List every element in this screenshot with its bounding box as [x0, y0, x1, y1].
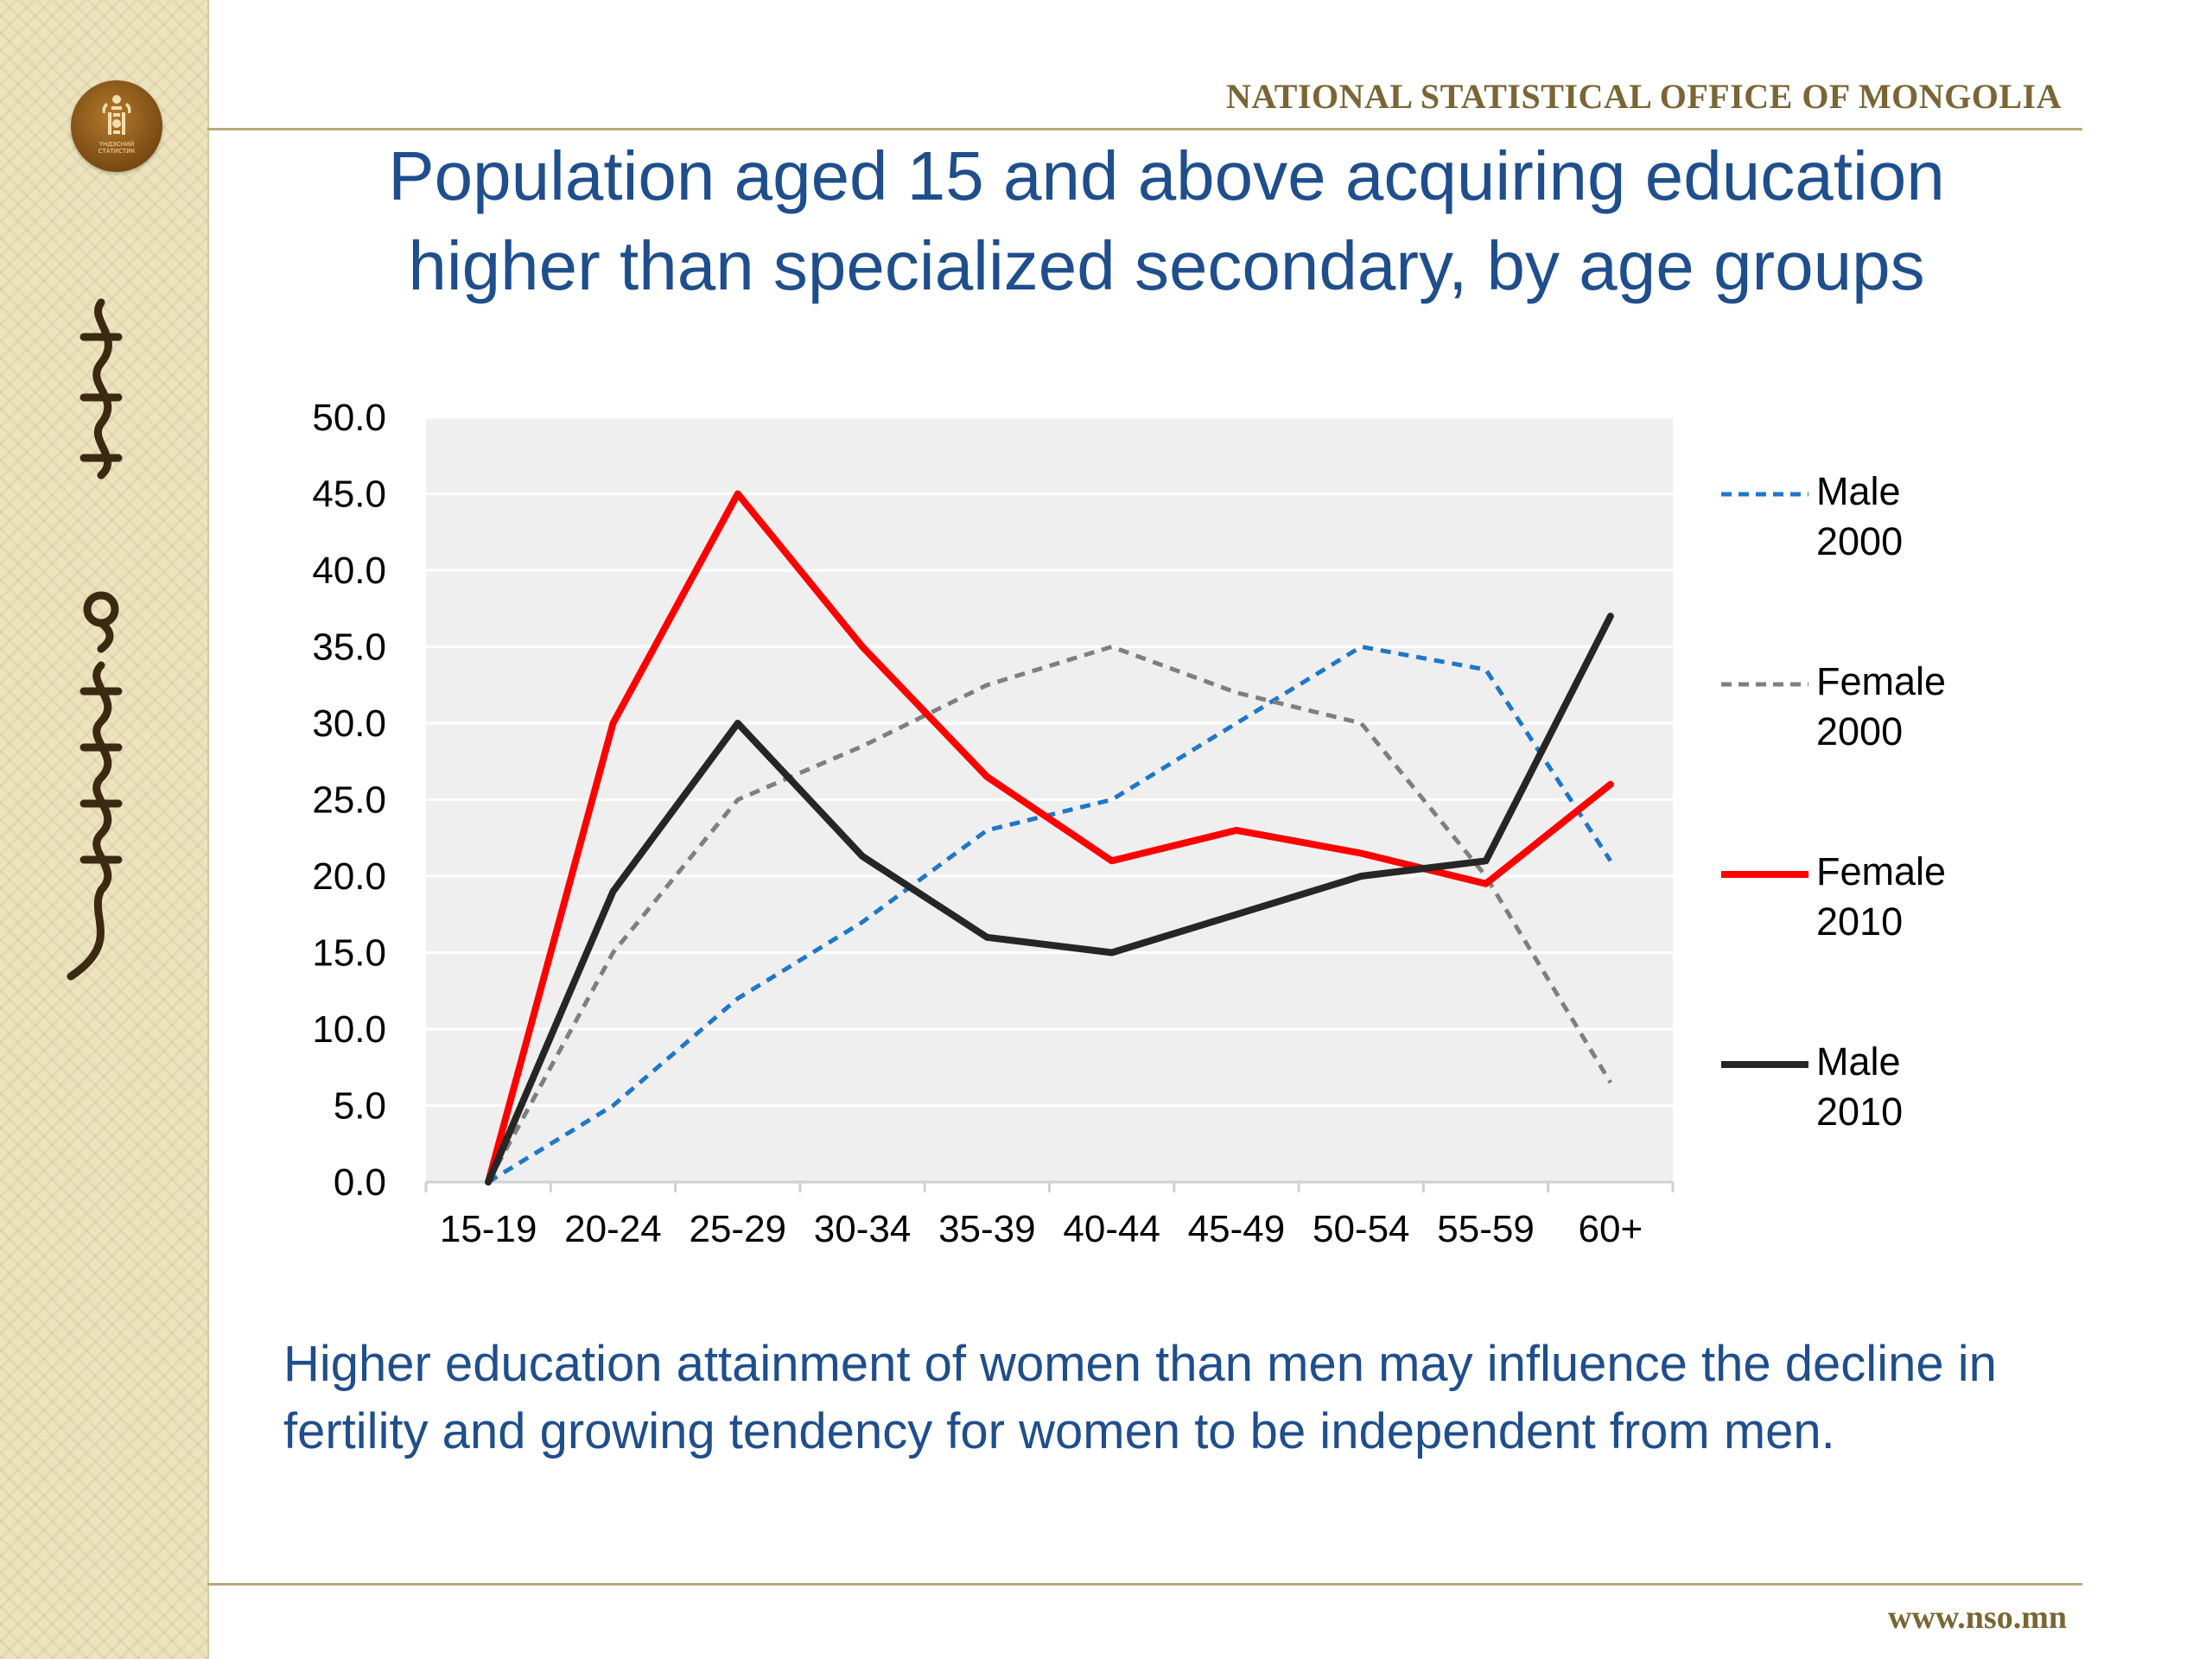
- y-tick-label: 25.0: [312, 779, 386, 822]
- title-line-2: higher than specialized secondary, by ag…: [408, 227, 1925, 304]
- legend-label: Female 2000: [1816, 659, 1947, 753]
- soyombo-icon: [102, 95, 131, 135]
- x-tick-label: 30-34: [814, 1208, 912, 1250]
- y-tick-label: 0.0: [334, 1161, 386, 1204]
- footnote-text: Higher education attainment of women tha…: [283, 1336, 1997, 1459]
- legend-item-female-2000: Female 2000: [1719, 657, 1947, 769]
- page-title: Population aged 15 and above acquiring e…: [216, 131, 2117, 311]
- website-url: www.nso.mn: [1888, 1599, 2067, 1636]
- x-tick-label: 35-39: [938, 1208, 1036, 1250]
- legend-label: Male 2000: [1816, 469, 1904, 563]
- x-tick-label: 45-49: [1188, 1208, 1286, 1250]
- y-axis-tick-labels: 0.0 5.0 10.0 15.0 20.0 25.0 30.0 35.0 40.0 45.0 50…: [312, 397, 386, 1204]
- x-tick-label: 50-54: [1313, 1208, 1410, 1250]
- series-line-male-2010: [485, 613, 1614, 1185]
- decorative-sidebar: ҮНДЭСНИЙ СТАТИСТИК: [0, 0, 209, 1659]
- y-tick-label: 45.0: [312, 474, 386, 516]
- chart-legend: Male 2000 Female 2000 Female 2010 Male 2…: [1719, 467, 1947, 1141]
- organization-name: NATIONAL STATISTICAL OFFICE OF MONGOLIA: [1225, 77, 2062, 116]
- x-tick-label: 40-44: [1063, 1208, 1160, 1250]
- x-tick-label: 15-19: [440, 1208, 537, 1250]
- legend-item-female-2010: Female 2010: [1719, 847, 1947, 959]
- y-tick-label: 40.0: [312, 550, 386, 592]
- y-tick-label: 35.0: [312, 626, 386, 669]
- gridlines: [426, 416, 1673, 1107]
- axes: [424, 1180, 1675, 1192]
- footer-divider: [207, 1583, 2082, 1586]
- legend-label: Female 2010: [1816, 849, 1947, 944]
- series-line-female-2000: [486, 645, 1613, 1184]
- y-tick-label: 15.0: [312, 932, 386, 975]
- series-lines: [485, 490, 1614, 1185]
- y-tick-label: 5.0: [334, 1085, 386, 1128]
- x-tick-label: 60+: [1579, 1208, 1643, 1250]
- x-axis-tick-labels: 15-19 20-24 25-29 30-34 35-39 40-44 45-49 50-54…: [440, 1208, 1643, 1250]
- legend-item-male-2010: Male 2010: [1719, 1037, 1944, 1149]
- x-tick-label: 55-59: [1437, 1208, 1535, 1250]
- mongolian-script-decoration: [67, 298, 123, 981]
- y-tick-label: 10.0: [312, 1008, 386, 1051]
- x-tick-label: 25-29: [689, 1208, 786, 1250]
- y-tick-label: 20.0: [312, 855, 386, 898]
- y-tick-label: 30.0: [312, 702, 386, 745]
- nso-emblem-logo: ҮНДЭСНИЙ СТАТИСТИК: [71, 80, 162, 172]
- legend-label: Male 2010: [1816, 1039, 1904, 1134]
- legend-item-male-2000: Male 2000: [1719, 467, 1944, 579]
- emblem-caption: ҮНДЭСНИЙ СТАТИСТИК: [98, 141, 136, 155]
- title-line-1: Population aged 15 and above acquiring e…: [388, 137, 1945, 214]
- header-divider: [207, 128, 2082, 130]
- x-tick-label: 20-24: [564, 1208, 662, 1250]
- y-tick-label: 50.0: [312, 397, 386, 439]
